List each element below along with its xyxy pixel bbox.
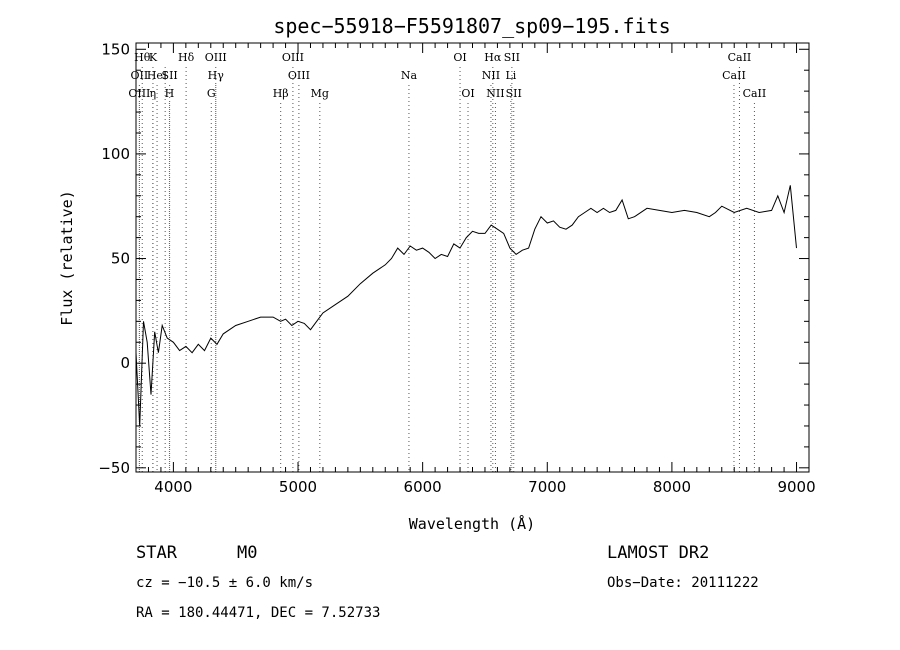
spectral-line-label: Hθ bbox=[134, 51, 151, 64]
spectral-line-label: SII bbox=[506, 87, 522, 100]
spectral-line-markers bbox=[138, 67, 755, 472]
x-axis-label: Wavelength (Å) bbox=[409, 514, 535, 533]
x-tick-label: 6000 bbox=[404, 478, 442, 496]
object-subclass: M0 bbox=[237, 543, 258, 563]
x-tick-label: 4000 bbox=[154, 478, 192, 496]
spectral-line-label: Hα bbox=[484, 51, 502, 64]
spectral-line-label: CaII bbox=[722, 69, 746, 82]
spectral-line-label: SII bbox=[504, 51, 520, 64]
x-axis: 4000 5000 6000 7000 8000 9000 bbox=[147, 43, 816, 496]
spectral-line-label: Mg bbox=[311, 87, 329, 100]
spectral-line-label: NII bbox=[486, 87, 504, 100]
spectral-line-label: SII bbox=[162, 69, 178, 82]
chart-title: spec−55918−F5591807_sp09−195.fits bbox=[273, 14, 670, 38]
spectral-line-label: OI bbox=[461, 87, 474, 100]
survey-name: LAMOST DR2 bbox=[607, 543, 710, 563]
x-tick-label: 9000 bbox=[777, 478, 815, 496]
spectral-line-label: OIII bbox=[282, 51, 304, 64]
spectral-line-label: K bbox=[149, 51, 158, 64]
spectral-line-label: OIII bbox=[205, 51, 227, 64]
spectrum-line bbox=[135, 185, 797, 427]
spectral-line-label: Na bbox=[401, 69, 418, 82]
spectral-line-label: Hγ bbox=[208, 69, 225, 82]
x-tick-label: 5000 bbox=[279, 478, 317, 496]
y-tick-label: 100 bbox=[101, 145, 130, 163]
spectral-line-label: H bbox=[165, 87, 175, 100]
x-tick-label: 7000 bbox=[528, 478, 566, 496]
spectral-line-label: OIII bbox=[128, 87, 150, 100]
x-tick-label: 8000 bbox=[653, 478, 691, 496]
spectral-line-label: NII bbox=[482, 69, 500, 82]
spectral-line-label: OII bbox=[131, 69, 149, 82]
spectral-line-label: CaII bbox=[728, 51, 752, 64]
spectral-line-label: η bbox=[150, 87, 157, 100]
spectral-line-label: HeI bbox=[147, 69, 167, 82]
y-tick-label: 0 bbox=[120, 354, 130, 372]
spectral-line-label: Li bbox=[505, 69, 516, 82]
y-tick-label: −50 bbox=[98, 459, 130, 477]
y-axis-label: Flux (relative) bbox=[58, 190, 76, 325]
y-axis: −50 0 50 100 150 bbox=[98, 40, 809, 477]
plot-frame bbox=[135, 42, 810, 473]
y-tick-label: 150 bbox=[101, 40, 130, 58]
redshift-cz: cz = −10.5 ± 6.0 km/s bbox=[136, 575, 314, 591]
object-class: STAR bbox=[136, 543, 177, 563]
spectral-line-label: CaII bbox=[743, 87, 767, 100]
spectral-line-label: OIII bbox=[288, 69, 310, 82]
spectral-line-label: Hβ bbox=[273, 87, 289, 100]
ra-dec: RA = 180.44471, DEC = 7.52733 bbox=[136, 605, 381, 621]
obs-date: Obs−Date: 20111222 bbox=[607, 575, 759, 591]
spectral-line-label: OI bbox=[453, 51, 466, 64]
spectral-line-label: G bbox=[207, 87, 216, 100]
y-tick-label: 50 bbox=[111, 250, 130, 268]
spectral-line-label: Hδ bbox=[178, 51, 195, 64]
